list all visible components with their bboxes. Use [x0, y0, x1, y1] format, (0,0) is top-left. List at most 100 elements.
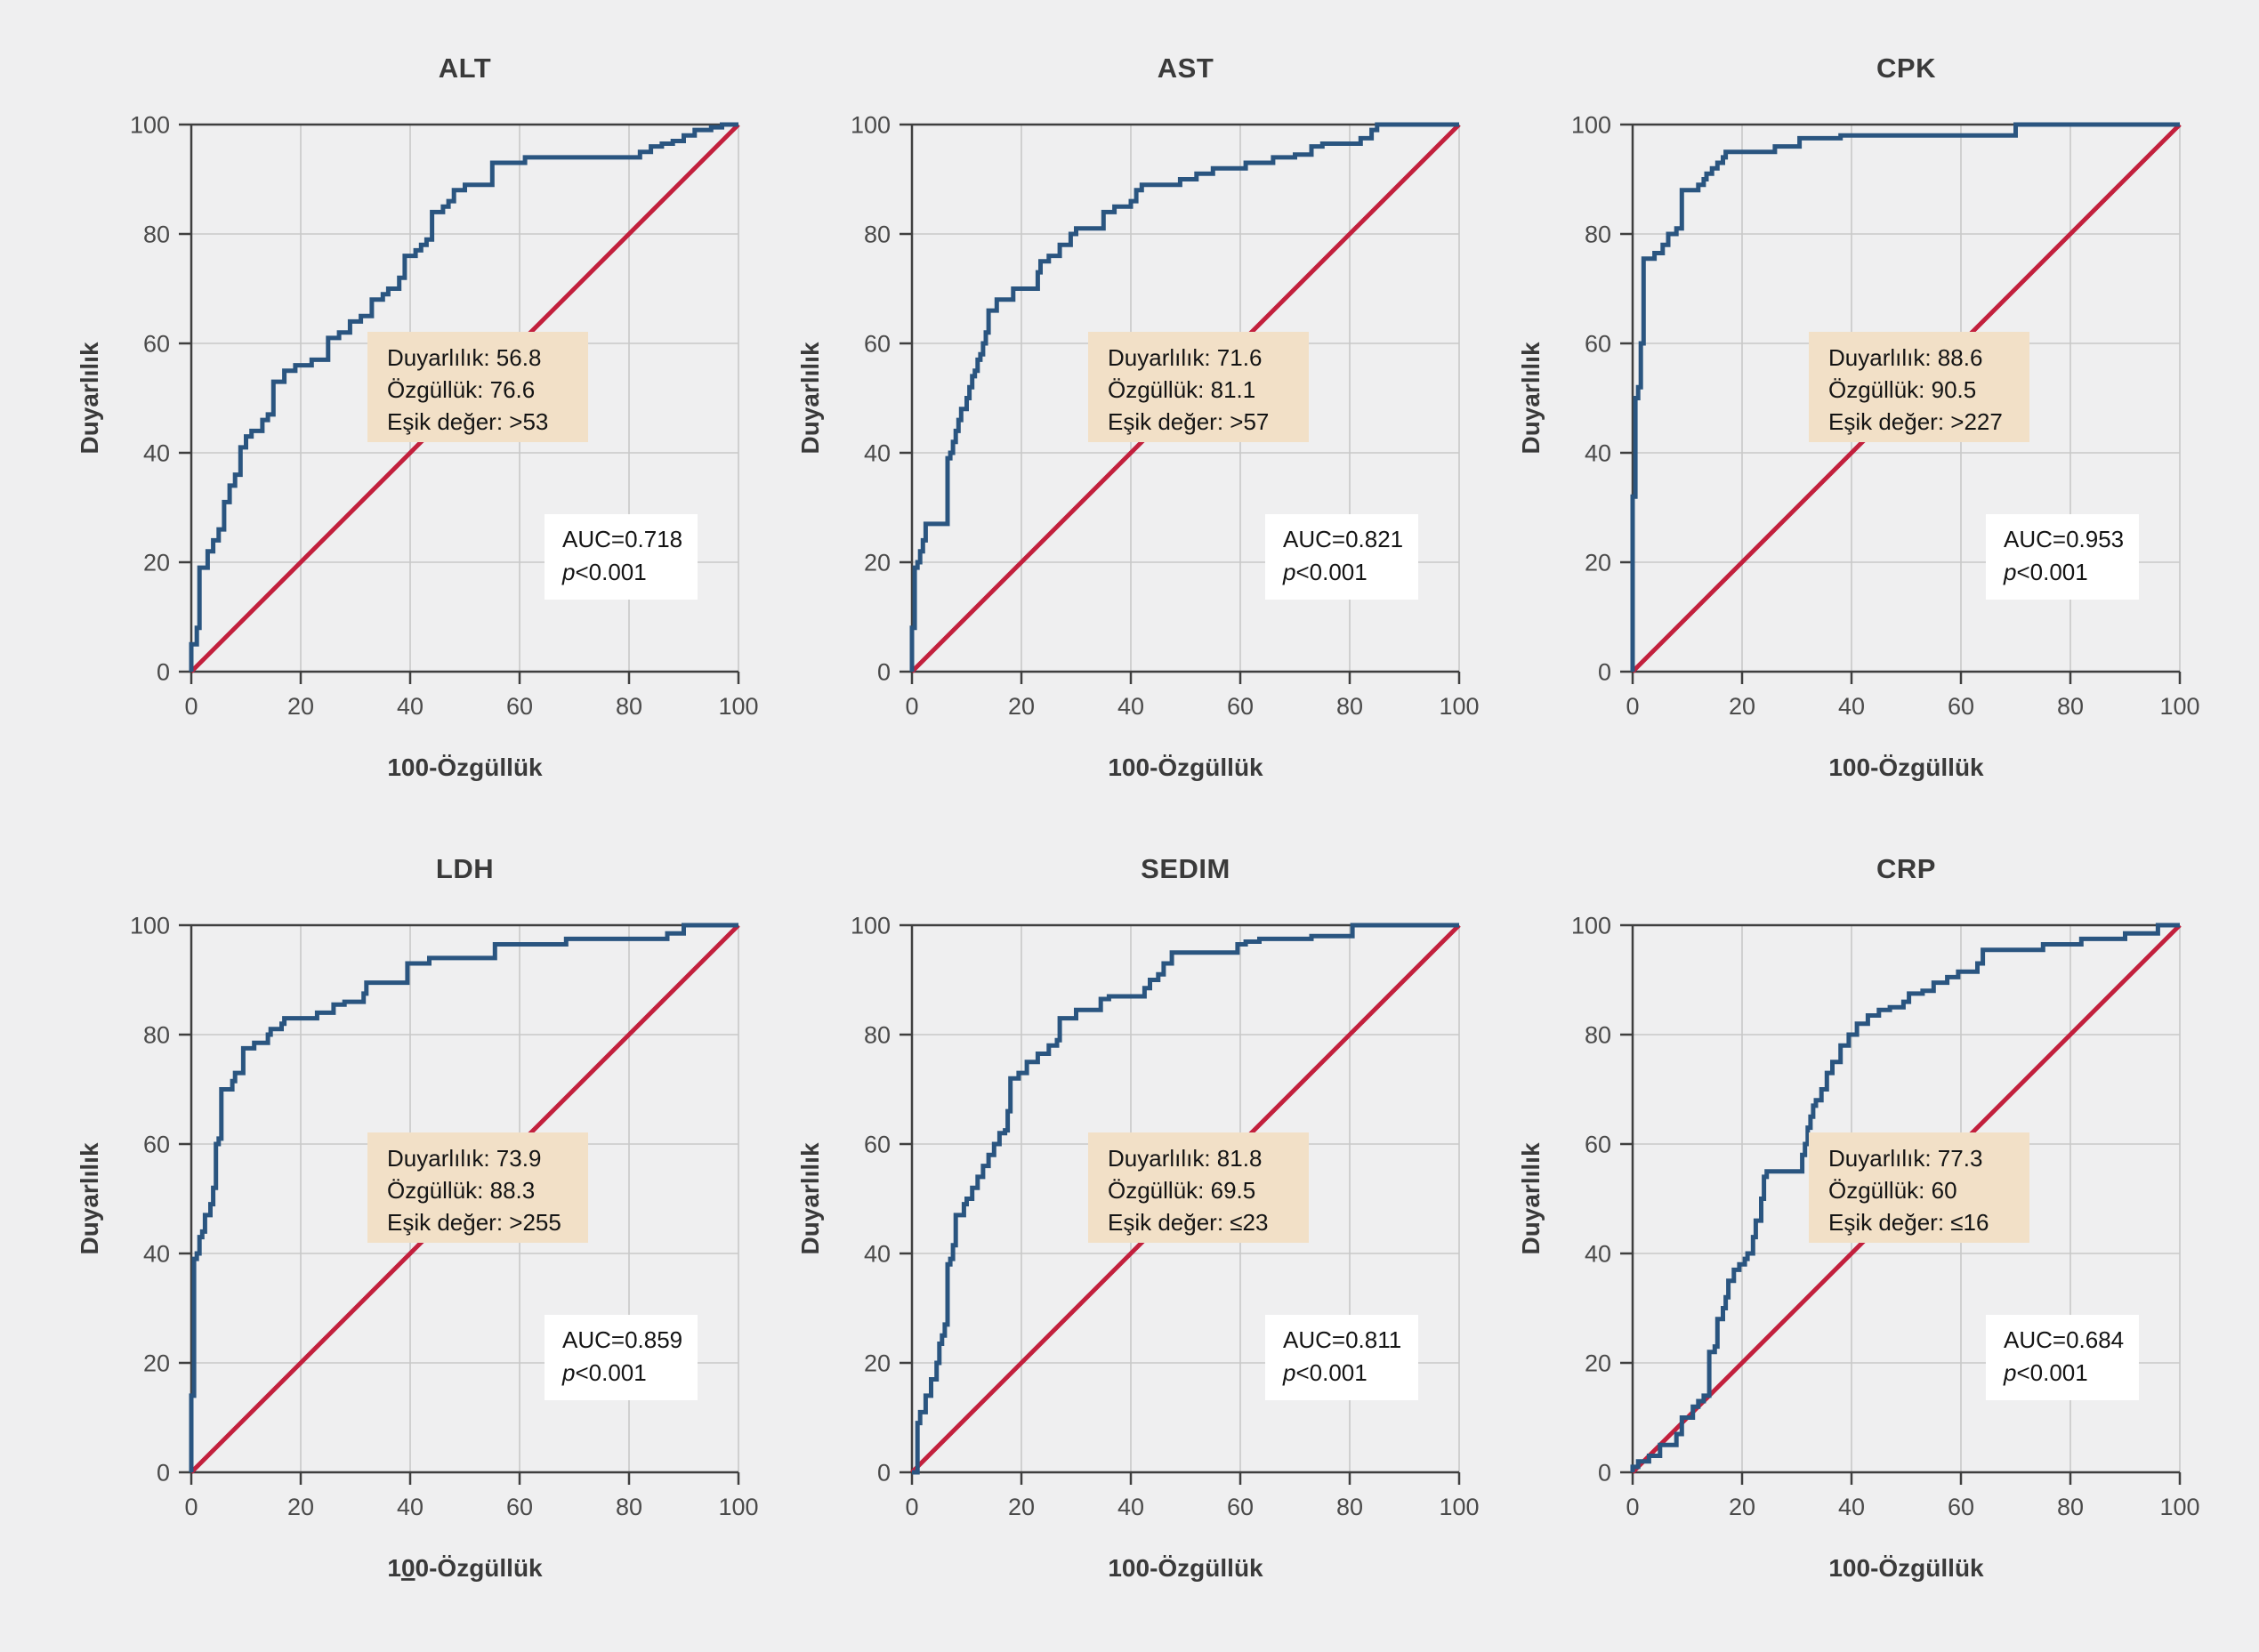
y-tick-label: 40 [864, 439, 891, 466]
p-value-text: p<0.001 [2003, 559, 2088, 585]
y-tick-label: 60 [143, 330, 170, 357]
y-tick-label: 20 [1585, 549, 1611, 576]
x-tick-label: 100 [718, 1494, 758, 1520]
x-tick-label: 20 [1729, 693, 1755, 720]
y-tick-label: 60 [864, 1131, 891, 1157]
threshold-annotation-text: Duyarlılık: 77.3 [1828, 1145, 1982, 1172]
roc-panel: SEDIM 0 20 40 60 80 100 0 20 40 60 80 100 Duyarlılık… [779, 847, 1490, 1601]
threshold-annotation-box [1809, 1132, 2029, 1243]
y-tick-label: 0 [877, 658, 891, 685]
y-tick-label: 40 [1585, 439, 1611, 466]
x-tick-label: 40 [397, 693, 424, 720]
x-tick-label: 100 [1439, 693, 1479, 720]
y-axis-label: Duyarlılık [1517, 1142, 1545, 1254]
x-tick-label: 60 [1227, 1494, 1254, 1520]
y-tick-label: 80 [1585, 221, 1611, 247]
roc-curve [909, 122, 1459, 672]
roc-plot: 0 20 40 60 80 100 0 20 40 60 80 100 Duyarlılık: 81.8… [796, 912, 1480, 1582]
roc-panel: CPK 0 20 40 60 80 100 0 20 40 60 80 100 Duyarlılık: … [1499, 46, 2211, 801]
y-axis-label: Duyarlılık [796, 342, 824, 454]
threshold-annotation-box [367, 332, 588, 442]
y-axis-label: Duyarlılık [76, 342, 103, 454]
x-axis-label: 100-Özgüllük [387, 1554, 543, 1582]
roc-curve [189, 923, 738, 1472]
y-tick-label: 80 [864, 221, 891, 247]
x-tick-label: 60 [506, 693, 533, 720]
auc-box [545, 514, 698, 600]
y-axis-label: Duyarlılık [796, 1142, 824, 1254]
threshold-annotation-text: Özgüllük: 81.1 [1108, 376, 1255, 403]
roc-plot: 0 20 40 60 80 100 0 20 40 60 80 100 Duyarlılık: 77.3… [1517, 912, 2200, 1582]
p-value-text: p<0.001 [561, 559, 647, 585]
y-tick-label: 0 [877, 1459, 891, 1486]
y-tick-label: 20 [864, 1350, 891, 1376]
roc-plot: 0 20 40 60 80 100 0 20 40 60 80 100 Duyarlılık: 88.6… [1517, 111, 2200, 781]
threshold-annotation-text: Eşik değer: >57 [1108, 408, 1269, 435]
y-tick-label: 40 [143, 1240, 170, 1267]
panel-title: CPK [1876, 52, 1936, 84]
threshold-annotation-text: Eşik değer: >53 [387, 408, 548, 435]
y-tick-label: 100 [130, 111, 170, 138]
threshold-annotation-text: Eşik değer: ≤23 [1108, 1209, 1268, 1236]
x-tick-label: 100 [2159, 1494, 2199, 1520]
y-tick-label: 80 [143, 221, 170, 247]
y-tick-label: 0 [157, 658, 170, 685]
y-tick-label: 20 [1585, 1350, 1611, 1376]
auc-value-text: AUC=0.821 [1283, 526, 1403, 552]
x-tick-label: 40 [1838, 693, 1865, 720]
y-tick-label: 60 [864, 330, 891, 357]
y-tick-label: 60 [1585, 1131, 1611, 1157]
y-tick-label: 80 [143, 1021, 170, 1048]
x-tick-label: 100 [1439, 1494, 1479, 1520]
x-tick-label: 60 [1227, 693, 1254, 720]
auc-box [545, 1315, 698, 1400]
y-tick-label: 0 [157, 1459, 170, 1486]
x-tick-label: 0 [905, 1494, 918, 1520]
x-tick-label: 40 [397, 1494, 424, 1520]
x-tick-label: 60 [1948, 1494, 1974, 1520]
x-tick-label: 40 [1117, 1494, 1144, 1520]
threshold-annotation-text: Özgüllük: 88.3 [387, 1177, 535, 1204]
threshold-annotation-text: Duyarlılık: 88.6 [1828, 344, 1982, 371]
auc-value-text: AUC=0.953 [2004, 526, 2124, 552]
x-tick-label: 0 [1626, 693, 1639, 720]
panel-title: SEDIM [1141, 853, 1230, 884]
y-tick-label: 0 [1598, 1459, 1611, 1486]
x-tick-label: 100 [718, 693, 758, 720]
y-tick-label: 100 [130, 912, 170, 939]
x-tick-label: 0 [184, 693, 198, 720]
x-tick-label: 20 [1008, 1494, 1035, 1520]
x-tick-label: 0 [905, 693, 918, 720]
x-tick-label: 80 [2057, 1494, 2084, 1520]
roc-plot: 0 20 40 60 80 100 0 20 40 60 80 100 Duyarlılık: 56.8… [76, 111, 759, 781]
threshold-annotation-box [1088, 332, 1309, 442]
x-tick-label: 20 [287, 693, 314, 720]
y-tick-label: 100 [1571, 912, 1611, 939]
x-tick-label: 80 [2057, 693, 2084, 720]
x-tick-label: 80 [1336, 693, 1363, 720]
roc-curve [1630, 122, 2180, 672]
y-tick-label: 100 [851, 912, 891, 939]
threshold-annotation-box [367, 1132, 588, 1243]
auc-box [1265, 1315, 1418, 1400]
roc-curve [1630, 923, 2180, 1472]
x-tick-label: 60 [1948, 693, 1974, 720]
threshold-annotation-text: Duyarlılık: 81.8 [1108, 1145, 1262, 1172]
roc-plot: 0 20 40 60 80 100 0 20 40 60 80 100 Duyarlılık: 71.6… [796, 111, 1480, 781]
auc-value-text: AUC=0.811 [1283, 1326, 1401, 1353]
auc-box [1986, 1315, 2139, 1400]
y-tick-label: 20 [864, 549, 891, 576]
x-tick-label: 20 [1008, 693, 1035, 720]
y-tick-label: 0 [1598, 658, 1611, 685]
y-tick-label: 20 [143, 549, 170, 576]
y-tick-label: 80 [1585, 1021, 1611, 1048]
x-axis-label: 100-Özgüllük [1828, 1554, 1984, 1582]
y-tick-label: 80 [864, 1021, 891, 1048]
x-tick-label: 40 [1838, 1494, 1865, 1520]
y-axis-label: Duyarlılık [1517, 342, 1545, 454]
roc-curve [189, 122, 738, 672]
threshold-annotation-text: Özgüllük: 76.6 [387, 376, 535, 403]
y-tick-label: 60 [1585, 330, 1611, 357]
x-tick-label: 80 [616, 1494, 642, 1520]
roc-curve [912, 923, 1459, 1475]
